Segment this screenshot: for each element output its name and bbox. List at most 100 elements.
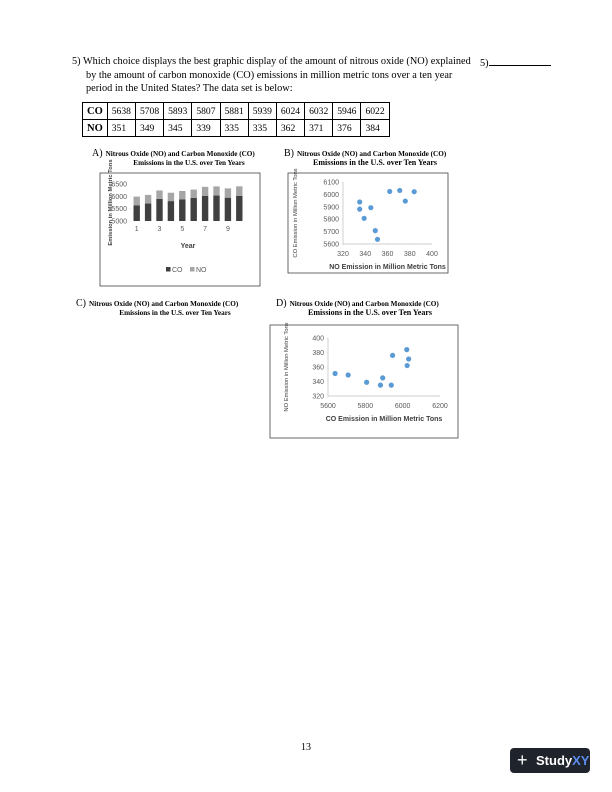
option-title: Nitrous Oxide (NO) and Carbon Monoxide (… [89,300,239,308]
y-tick-label: 6000 [111,194,127,201]
table-cell: 362 [275,119,306,137]
x-tick-label: 1 [135,226,139,233]
question: 5) Which choice displays the best graphi… [72,55,481,96]
option-title: Nitrous Oxide (NO) and Carbon Monoxide (… [290,300,440,308]
option-letter: B) [284,148,294,159]
x-axis-label: NO Emission in Million Metric Tons [329,264,446,271]
bar-segment [179,199,186,221]
scatter-point [357,206,363,212]
bar-segment [156,190,163,199]
scatter-point [388,382,394,388]
chart-frame [287,172,449,274]
brand-badge: + StudyXY [510,748,590,773]
option-letter: C) [76,298,86,309]
bar-segment [201,186,209,196]
option-title: Emissions in the U.S. over Ten Years [313,158,437,167]
brand: Study [536,753,573,768]
table-cell: 384 [360,119,390,137]
y-tick-label: 6000 [323,192,339,199]
x-tick-label: 9 [226,226,230,233]
option-title: Emissions in the U.S. over Ten Years [308,308,432,317]
option-letter: B) Nitrous Oxide (NO) and Carbon Monoxide… [284,148,447,159]
x-tick-label: 380 [404,251,416,258]
y-tick-label: 5700 [323,229,339,236]
bar-segment [190,189,197,198]
scatter-point [402,198,408,204]
option-title: Emissions in the U.S. over Ten Years [119,309,231,317]
bar-segment [156,198,163,221]
y-tick-label: 360 [312,365,324,372]
scatter-point [404,347,410,353]
y-tick-label: 380 [312,350,324,357]
option-letter: A) Nitrous Oxide (NO) and Carbon Monoxide… [92,148,255,159]
x-tick-label: 6000 [395,403,411,410]
x-tick-label: 5600 [320,403,336,410]
scatter-point [357,199,363,205]
bar-segment [213,186,220,196]
table-cell: 371 [304,119,334,137]
legend-swatch [166,267,171,272]
bar-segment [133,205,140,221]
x-tick-label: 3 [158,226,162,233]
option-title: Nitrous Oxide (NO) and Carbon Monoxide (… [297,150,447,158]
page-number: 13 [301,742,311,753]
x-axis-label: CO Emission in Million Metric Tons [326,416,443,423]
y-tick-label: 5800 [323,217,339,224]
scatter-point [374,236,381,242]
option-title: Nitrous Oxide (NO) and Carbon Monoxide (… [106,150,256,158]
y-axis-label: Emission in Million Metric Tons [108,159,114,245]
option-letter: A) [92,148,103,159]
bar-segment [144,194,152,204]
y-tick-label: 6500 [111,182,127,189]
y-tick-label: 340 [312,379,324,386]
bar-segment [213,195,220,221]
option-title: Emissions in the U.S. over Ten Years [133,159,245,167]
scatter-point [380,375,386,381]
answer-blank: 5) [480,55,551,69]
bar-segment [179,191,186,200]
x-tick-label: 340 [359,251,371,258]
bar-segment [236,186,243,196]
scatter-point [332,370,338,377]
scatter-point [372,228,378,234]
brand: XY [572,753,590,768]
y-tick-label: 5000 [111,219,127,226]
scatter-point [411,189,417,195]
x-tick-label: 7 [203,226,207,233]
bar-segment [224,197,232,221]
bar-segment [167,201,175,221]
scatter-point [389,352,396,358]
y-axis-label: CO Emission in Million Metric Tons [293,168,299,257]
y-tick-label: 6100 [323,180,339,187]
x-tick-label: 360 [382,251,394,258]
scatter-point [406,356,412,362]
scatter-point [404,362,410,369]
y-tick-label: 5900 [323,204,339,211]
x-tick-label: 5 [180,226,184,233]
table-cell: 351 [106,119,136,137]
scatter-point [345,372,351,378]
legend-swatch [190,267,195,272]
y-axis-label: NO Emission in Million Metric Tons [284,322,290,411]
question-text: Which choice displays the best graphic d… [82,56,471,95]
answer-label: 5) [480,58,489,69]
option-letter: D) [276,298,287,309]
bar-segment [133,196,140,206]
scatter-point [377,382,384,388]
chart-frame [269,324,459,439]
x-tick-label: 5800 [358,403,374,410]
x-axis-label: Year [181,243,196,250]
y-tick-label: 5500 [111,206,127,213]
bar-segment [236,195,243,221]
x-tick-label: 6200 [432,403,448,410]
legend-label: NO [196,267,207,274]
scatter-point [368,205,374,211]
y-tick-label: 400 [312,336,324,343]
scatter-point [364,379,370,385]
option-letter: C) Nitrous Oxide (NO) and Carbon Monoxide… [76,298,239,309]
bar-segment [201,195,209,221]
table-row: NO 351 349 345 339 335 335 362 371 376 384 [82,119,390,137]
scatter-point [361,215,367,221]
bar-segment [190,197,197,221]
